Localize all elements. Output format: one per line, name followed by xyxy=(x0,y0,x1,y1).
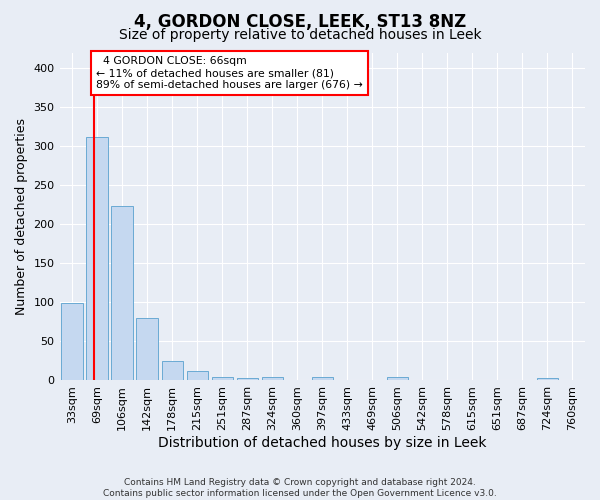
Bar xyxy=(187,371,208,380)
Bar xyxy=(112,206,133,380)
Text: Size of property relative to detached houses in Leek: Size of property relative to detached ho… xyxy=(119,28,481,42)
Bar xyxy=(61,303,83,380)
Bar xyxy=(236,378,258,380)
Bar xyxy=(311,376,333,380)
Text: 4, GORDON CLOSE, LEEK, ST13 8NZ: 4, GORDON CLOSE, LEEK, ST13 8NZ xyxy=(134,12,466,30)
Y-axis label: Number of detached properties: Number of detached properties xyxy=(15,118,28,315)
Bar xyxy=(262,378,283,380)
Bar xyxy=(537,378,558,380)
Text: 4 GORDON CLOSE: 66sqm
← 11% of detached houses are smaller (81)
89% of semi-deta: 4 GORDON CLOSE: 66sqm ← 11% of detached … xyxy=(96,56,363,90)
Bar xyxy=(86,137,108,380)
Bar xyxy=(161,361,183,380)
Bar xyxy=(212,376,233,380)
Text: Contains HM Land Registry data © Crown copyright and database right 2024.
Contai: Contains HM Land Registry data © Crown c… xyxy=(103,478,497,498)
Bar xyxy=(387,378,408,380)
X-axis label: Distribution of detached houses by size in Leek: Distribution of detached houses by size … xyxy=(158,436,487,450)
Bar xyxy=(136,318,158,380)
